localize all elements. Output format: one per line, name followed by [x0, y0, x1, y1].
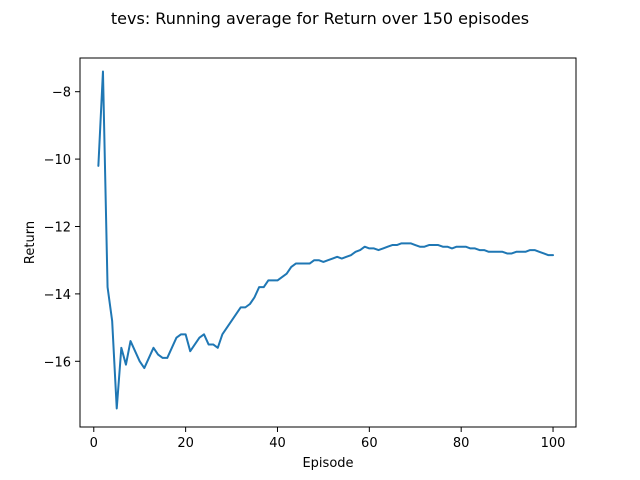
x-axis-label: Episode [302, 456, 353, 471]
x-tick-label: 40 [269, 436, 286, 451]
x-tick-label: 20 [177, 436, 194, 451]
x-axis: 0 20 40 60 80 100 [90, 427, 566, 451]
y-axis: −16 −14 −12 −10 −8 [44, 86, 80, 370]
y-tick-label: −8 [52, 86, 71, 101]
plot-frame [79, 57, 577, 428]
y-tick-label: −16 [44, 355, 71, 370]
series-group [97, 70, 555, 410]
y-tick-label: −12 [44, 220, 71, 235]
series-line [97, 70, 555, 410]
x-tick-label: 80 [453, 436, 470, 451]
y-tick-label: −10 [44, 153, 71, 168]
x-tick-label: 60 [361, 436, 378, 451]
chart-title: tevs: Running average for Return over 15… [111, 9, 529, 28]
x-tick-label: 0 [90, 436, 98, 451]
x-tick-label: 100 [541, 436, 566, 451]
y-axis-label: Return [23, 221, 38, 264]
y-tick-label: −14 [44, 288, 71, 303]
